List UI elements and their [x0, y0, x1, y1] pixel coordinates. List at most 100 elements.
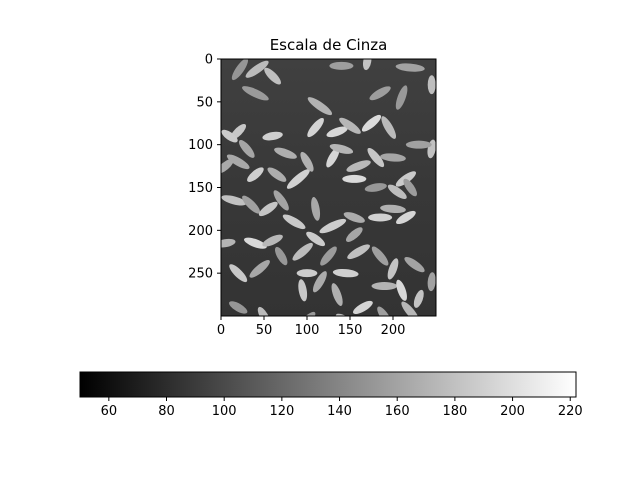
rice-grain: [292, 242, 313, 261]
x-tick-label: 0: [217, 323, 225, 338]
rice-grain: [339, 117, 361, 134]
rice-grain: [320, 246, 337, 266]
rice-grain: [221, 195, 247, 206]
rice-grain: [273, 190, 289, 211]
rice-grain: [326, 126, 348, 138]
rice-grain: [311, 197, 321, 221]
rice-grain: [404, 256, 425, 273]
rice-grain: [346, 160, 371, 172]
rice-grain: [405, 140, 432, 149]
rice-grain: [298, 279, 308, 302]
rice-grain: [286, 169, 310, 189]
y-tick-label: 50: [196, 95, 213, 110]
rice-grain: [274, 246, 288, 266]
rice-grain: [371, 246, 389, 266]
rice-grain: [427, 272, 436, 292]
y-tick-label: 250: [188, 267, 213, 282]
rice-grain: [226, 154, 250, 170]
rice-grain: [387, 184, 407, 199]
colorbar-tick-label: 140: [327, 404, 352, 419]
rice-grain: [368, 213, 393, 222]
rice-grain: [247, 167, 264, 182]
rice-grain: [326, 147, 340, 168]
rice-grain: [381, 116, 397, 139]
rice-grain: [249, 260, 270, 278]
y-tick-label: 200: [188, 224, 213, 239]
rice-grain: [361, 114, 382, 132]
rice-grain: [221, 238, 236, 248]
y-tick-label: 150: [188, 181, 213, 196]
rice-grain: [396, 279, 407, 301]
x-tick-label: 200: [381, 323, 406, 338]
colorbar-gradient: [79, 371, 577, 398]
colorbar-tick-label: 180: [442, 404, 467, 419]
rice-grain: [380, 153, 406, 162]
rice-grains-layer: [221, 59, 436, 316]
rice-grain: [312, 271, 327, 293]
colorbar-ticks: 60 80 100 120 140 160 180 200 220: [101, 397, 583, 419]
rice-grain: [300, 151, 314, 172]
rice-grain: [245, 60, 269, 78]
rice-grain: [274, 147, 297, 159]
rice-grain: [332, 269, 359, 278]
rice-grain: [401, 301, 420, 316]
rice-grain: [231, 59, 249, 81]
rice-grain: [329, 143, 354, 154]
rice-grain: [387, 258, 399, 280]
rice-grain: [262, 234, 283, 247]
rice-grain: [306, 231, 326, 247]
chart-title: Escala de Cinza: [270, 36, 388, 54]
rice-grain: [242, 195, 261, 214]
rice-grain: [377, 306, 392, 316]
rice-grain: [229, 301, 248, 314]
colorbar-tick-label: 220: [558, 404, 583, 419]
rice-grain: [353, 300, 373, 315]
rice-grain: [238, 140, 255, 158]
colorbar-tick-label: 80: [158, 404, 175, 419]
rice-grain: [413, 289, 424, 308]
rice-grain: [342, 174, 367, 183]
rice-grain: [267, 167, 287, 182]
rice-grain: [307, 117, 324, 138]
y-tick-label: 0: [205, 53, 213, 68]
rice-grain: [364, 183, 387, 192]
colorbar-tick-label: 100: [212, 404, 237, 419]
rice-grain: [296, 269, 318, 278]
rice-grain: [229, 264, 248, 283]
rice-grain: [347, 244, 370, 260]
rice-grain: [282, 214, 306, 230]
rice-grain: [329, 61, 354, 70]
rice-grain: [343, 212, 365, 223]
rice-grain: [258, 201, 278, 217]
rice-grain: [242, 86, 269, 101]
rice-grain: [331, 283, 343, 306]
rice-grain: [244, 237, 267, 249]
rice-grain: [371, 282, 398, 291]
x-tick-label: 150: [338, 323, 363, 338]
rice-grain: [395, 85, 408, 110]
x-tick-label: 100: [295, 323, 320, 338]
rice-grain: [396, 210, 416, 225]
rice-grain: [264, 67, 281, 85]
rice-grain: [262, 131, 283, 141]
rice-grain: [221, 129, 238, 143]
rice-grain: [380, 204, 406, 214]
x-tick-label: 50: [256, 323, 273, 338]
colorbar-tick-label: 160: [385, 404, 410, 419]
rice-grain: [369, 86, 391, 101]
y-tick-label: 100: [188, 138, 213, 153]
rice-grain: [345, 227, 363, 242]
rice-grain: [319, 218, 347, 234]
colorbar: 60 80 100 120 140 160 180 200 220: [79, 371, 583, 419]
rice-grain: [427, 75, 436, 95]
colorbar-tick-label: 60: [101, 404, 118, 419]
x-axis: 0 50 100 150 200: [217, 316, 406, 338]
rice-grain: [403, 178, 417, 197]
rice-grain: [362, 59, 372, 71]
rice-grain: [307, 97, 333, 116]
y-axis: 0 50 100 150 200 250: [188, 53, 221, 282]
rice-grain: [367, 147, 385, 168]
colorbar-tick-label: 200: [500, 404, 525, 419]
rice-grain: [395, 63, 425, 72]
